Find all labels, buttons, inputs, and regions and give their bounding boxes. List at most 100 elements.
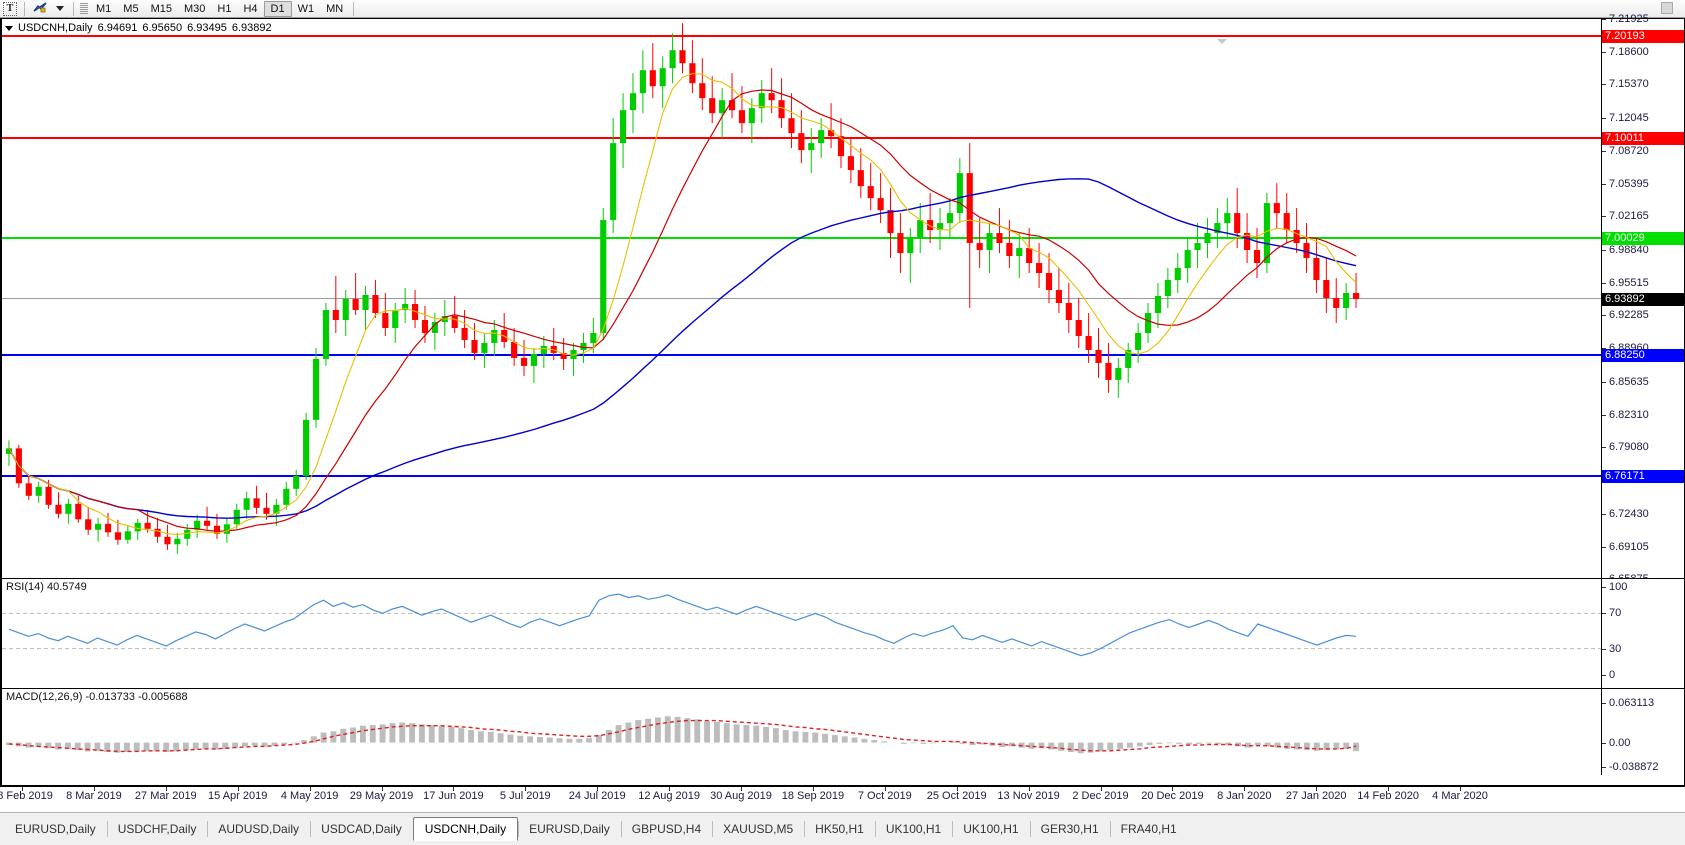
- symbol-label: USDCNH,Daily: [18, 22, 93, 34]
- date-tick-mark: [669, 787, 671, 791]
- chart-tab-audusd-daily[interactable]: AUDUSD,Daily: [207, 817, 310, 841]
- macd-label: MACD(12,26,9) -0.013733 -0.005688: [6, 691, 188, 703]
- text-tool-icon: T: [3, 1, 17, 16]
- chart-tab-usdcnh-daily[interactable]: USDCNH,Daily: [412, 817, 519, 841]
- resistance-price-tag: 7.10011: [1602, 132, 1684, 146]
- chart-tab-eurusd-daily[interactable]: EURUSD,Daily: [15, 822, 96, 836]
- timeframe-button-m15[interactable]: M15: [150, 2, 172, 15]
- pivot-price-tag: 7.00029: [1602, 231, 1684, 245]
- date-tick-mark: [812, 787, 814, 791]
- date-tick-mark: [956, 787, 958, 791]
- triangle-down-icon[interactable]: [5, 25, 13, 31]
- chart-tab-xauusd-m5[interactable]: XAUUSD,M5: [712, 817, 804, 841]
- rsi-scale: 100 70 30 0: [1601, 579, 1684, 688]
- price-plot[interactable]: [2, 19, 1601, 578]
- timeframe-button-h4[interactable]: H4: [243, 2, 258, 15]
- date-tick-mark: [1028, 787, 1030, 791]
- date-label: 8 Jan 2020: [1217, 790, 1272, 802]
- indicators-button[interactable]: [29, 1, 51, 17]
- timeframe-button-m1[interactable]: M1: [96, 2, 112, 15]
- current-price-price-tag: 6.93892: [1602, 293, 1684, 307]
- price-tick: 7.02165: [1602, 210, 1684, 223]
- date-tick-mark: [1316, 787, 1318, 791]
- chart-tab-fra40-h1[interactable]: FRA40,H1: [1109, 817, 1188, 841]
- date-tick-mark: [453, 787, 455, 791]
- date-label: 18 Feb 2019: [0, 790, 53, 802]
- price-tick: 6.79080: [1602, 441, 1684, 454]
- chart-area[interactable]: USDCNH,Daily 6.94691 6.95650 6.93495 6.9…: [0, 13, 1685, 786]
- resistance-price-tag: 7.20193: [1602, 30, 1684, 44]
- price-tick: 7.08720: [1602, 145, 1684, 158]
- timeframe-button-h1[interactable]: H1: [217, 2, 232, 15]
- price-tick: 7.05395: [1602, 178, 1684, 191]
- date-tick-mark: [1388, 787, 1390, 791]
- date-label: 5 Jul 2019: [499, 790, 551, 802]
- price-tick: 6.95515: [1602, 277, 1684, 290]
- price-tick: 6.85635: [1602, 376, 1684, 389]
- macd-plot[interactable]: [2, 689, 1601, 775]
- chart-scroll-marker[interactable]: [1217, 39, 1227, 44]
- indicators-dropdown-button[interactable]: [51, 1, 69, 17]
- date-tick-mark: [237, 787, 239, 791]
- date-axis[interactable]: 18 Feb 2019 8 Mar 2019 27 Mar 2019 15 Apr 2…: [0, 786, 1685, 806]
- moving-average-line-1: [8, 89, 1357, 532]
- support-line[interactable]: [2, 354, 1601, 357]
- chart-tab-gbpusd-h4[interactable]: GBPUSD,H4: [620, 817, 712, 841]
- date-label: 4 May 2019: [280, 790, 339, 802]
- toolbar-divider: [24, 1, 25, 16]
- price-tick: 6.72430: [1602, 508, 1684, 521]
- chart-tab-uk100-h1[interactable]: UK100,H1: [952, 817, 1029, 841]
- date-label: 12 Aug 2019: [638, 790, 700, 802]
- date-label: 14 Feb 2020: [1357, 790, 1419, 802]
- timeframe-button-mn[interactable]: MN: [326, 2, 344, 15]
- date-tick-mark: [309, 787, 311, 791]
- rsi-tick: 70: [1602, 607, 1684, 620]
- date-label: 2 Dec 2019: [1072, 790, 1129, 802]
- timeframe-button-m30[interactable]: M30: [183, 2, 206, 15]
- chart-toolbar: T M1 M5 M15 M30 H1 H4 D1 W1 MN: [0, 0, 1685, 18]
- rsi-plot[interactable]: [2, 579, 1601, 688]
- chart-tab-uk100-h1[interactable]: UK100,H1: [874, 817, 952, 841]
- date-label: 15 Apr 2019: [208, 790, 268, 802]
- text-tool-button[interactable]: T: [0, 1, 20, 17]
- date-tick-mark: [1244, 787, 1246, 791]
- date-label: 27 Mar 2019: [134, 790, 197, 802]
- date-tick-mark: [884, 787, 886, 791]
- date-tick-mark: [1172, 787, 1174, 791]
- window-scroll-box[interactable]: [1661, 2, 1673, 14]
- macd-series: [5, 716, 1360, 754]
- date-tick-mark: [525, 787, 527, 791]
- drag-grip-icon[interactable]: [80, 3, 88, 14]
- timeframe-button-m5[interactable]: M5: [123, 2, 139, 15]
- macd-scale: 0.063113 0.00 -0.038872: [1601, 689, 1684, 775]
- current-price-line[interactable]: [2, 298, 1601, 300]
- price-tick: 7.12045: [1602, 112, 1684, 125]
- date-tick-mark: [165, 787, 167, 791]
- date-label: 18 Sep 2019: [781, 790, 845, 802]
- date-label: 7 Oct 2019: [857, 790, 912, 802]
- rsi-tick: 0: [1602, 669, 1684, 682]
- resistance-line[interactable]: [2, 35, 1601, 38]
- rsi-line: [8, 593, 1357, 657]
- chart-tab-eurusd-daily[interactable]: EURUSD,Daily: [518, 817, 621, 841]
- price-scale[interactable]: 7.21925 7.18600 7.15370 7.12045 7.08720 7.053…: [1601, 13, 1684, 585]
- chart-tab-usdcad-daily[interactable]: USDCAD,Daily: [310, 817, 413, 841]
- toolbar-divider-3: [353, 1, 355, 16]
- support-price-tag: 6.88250: [1602, 349, 1684, 363]
- ohlc-high: 6.95650: [142, 22, 183, 34]
- rsi-pane[interactable]: RSI(14) 40.5749 100 70 30 0: [2, 579, 1684, 689]
- timeframe-button-w1[interactable]: W1: [297, 2, 315, 15]
- chart-tab-hk50-h1[interactable]: HK50,H1: [804, 817, 875, 841]
- macd-pane[interactable]: MACD(12,26,9) -0.013733 -0.005688 0.0631…: [2, 689, 1684, 775]
- rsi-label: RSI(14) 40.5749: [6, 581, 87, 593]
- chart-tab-usdchf-daily[interactable]: USDCHF,Daily: [106, 817, 208, 841]
- support-line[interactable]: [2, 475, 1601, 478]
- price-pane[interactable]: USDCNH,Daily 6.94691 6.95650 6.93495 6.9…: [2, 13, 1684, 585]
- date-tick-mark: [597, 787, 599, 791]
- timeframe-button-d1[interactable]: D1: [263, 0, 292, 17]
- chart-tab-ger30-h1[interactable]: GER30,H1: [1029, 817, 1110, 841]
- chevron-down-icon: [56, 6, 64, 11]
- price-tick: 6.82310: [1602, 409, 1684, 422]
- macd-tick: -0.038872: [1602, 761, 1684, 774]
